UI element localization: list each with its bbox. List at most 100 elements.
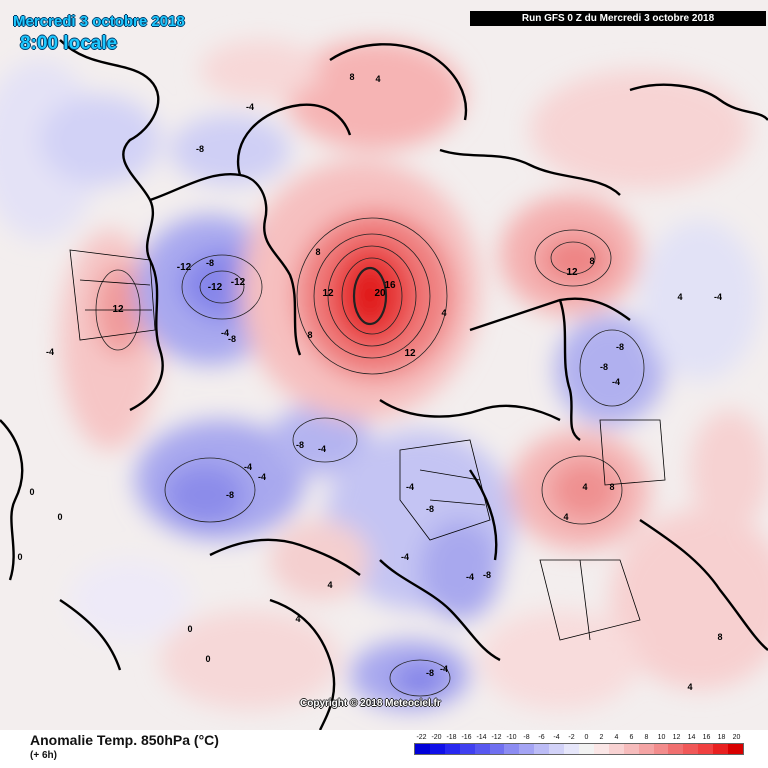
time-title: 8:00 locale (20, 33, 118, 54)
contour-value-label: 0 (205, 654, 210, 664)
contour-value-label: 0 (57, 512, 62, 522)
borders (69, 249, 666, 641)
legend-tick-label: -16 (461, 734, 472, 741)
legend-tick-label: -4 (553, 734, 560, 741)
legend-swatch (683, 744, 699, 754)
legend-tick-label: -12 (491, 734, 502, 741)
contour-value-label: -4 (401, 552, 409, 562)
legend-swatch (608, 744, 624, 754)
contour-value-label: -4 (246, 102, 254, 112)
contour-value-label: -8 (426, 504, 434, 514)
legend-swatch (489, 744, 505, 754)
contour-value-label: 12 (404, 348, 416, 359)
contour-value-label: 4 (327, 580, 332, 590)
contour-value-label: 8 (717, 632, 722, 642)
contour-value-label: -8 (616, 342, 624, 352)
legend-swatch (444, 744, 460, 754)
legend-swatch (564, 744, 579, 754)
contour-value-label: -4 (46, 347, 54, 357)
legend-tick-label: -20 (431, 734, 442, 741)
legend-swatch (653, 744, 669, 754)
legend-tick-label: -18 (446, 734, 457, 741)
legend-swatch (728, 744, 743, 754)
contour-value-label: -8 (296, 440, 304, 450)
legend-tick-label: 12 (672, 734, 681, 741)
legend-swatch (429, 744, 445, 754)
legend-swatch (549, 744, 565, 754)
contour-value-label: -4 (318, 444, 326, 454)
legend-tick-label: 8 (644, 734, 649, 741)
run-banner: Run GFS 0 Z du Mercredi 3 octobre 2018 (470, 11, 766, 26)
contour-value-label: -4 (406, 482, 414, 492)
legend-tick-label: 4 (614, 734, 619, 741)
variable-title: Anomalie Temp. 850hPa (°C) (30, 732, 219, 748)
anomaly-field (0, 40, 768, 710)
legend-swatch (698, 744, 714, 754)
contour-value-label: -12 (208, 282, 223, 293)
forecast-step: (+ 6h) (30, 750, 57, 761)
contour-value-label: 0 (17, 552, 22, 562)
legend-tick-label: 20 (732, 734, 741, 741)
legend-swatch (519, 744, 535, 754)
legend-swatch (713, 744, 729, 754)
contour-value-label: -4 (221, 328, 229, 338)
contour-value-label: 8 (315, 247, 320, 257)
contour-value-label: 12 (566, 267, 578, 278)
legend-swatch (668, 744, 684, 754)
contour-value-label: 8 (349, 72, 354, 82)
contour-value-label: 4 (295, 614, 300, 624)
contour-value-label: 16 (384, 280, 396, 291)
legend-swatch (459, 744, 475, 754)
legend-tick-label: 2 (599, 734, 604, 741)
legend-tick-label: 18 (717, 734, 726, 741)
legend-tick-label: 10 (657, 734, 666, 741)
contour-value-label: -8 (600, 362, 608, 372)
legend-swatch (623, 744, 639, 754)
contour-value-label: -8 (426, 668, 434, 678)
contour-value-label: -4 (466, 572, 474, 582)
contour-value-label: 0 (187, 624, 192, 634)
legend-tick-label: 16 (702, 734, 711, 741)
contour-value-label: 4 (375, 74, 380, 84)
contour-value-label: -8 (206, 258, 214, 268)
temperature-anomaly-map: 20 16 12 12 8 8 4 4 12 8 12 8 -12 -12 -12 -8 -8 -4 -4 -8 -4-… (0, 0, 768, 730)
contour-value-label: 12 (322, 288, 334, 299)
legend-swatch (534, 744, 550, 754)
color-scale-legend (414, 743, 744, 755)
coastlines (0, 39, 768, 730)
contour-value-label: 20 (374, 288, 386, 299)
legend-swatch (593, 744, 609, 754)
legend-swatch (415, 744, 430, 754)
legend-tick-label: -2 (568, 734, 575, 741)
date-title: Mercredi 3 octobre 2018 (13, 13, 185, 30)
contour-value-label: -8 (483, 570, 491, 580)
contour-value-label: 8 (307, 330, 312, 340)
contour-value-label: -4 (714, 292, 722, 302)
copyright: Copyright © 2018 Meteociel.fr (300, 698, 441, 709)
legend-swatch (504, 744, 520, 754)
contour-value-label: -4 (258, 472, 266, 482)
legend-tick-label: -14 (476, 734, 487, 741)
legend-swatch (474, 744, 490, 754)
contour-value-label: 4 (677, 292, 682, 302)
contour-value-label: -4 (244, 462, 252, 472)
contour-value-label: 4 (441, 308, 446, 318)
contour-value-label: 0 (29, 487, 34, 497)
contour-value-label: -8 (228, 334, 236, 344)
legend-swatch (638, 744, 654, 754)
contour-value-label: -8 (226, 490, 234, 500)
contour-value-label: -8 (196, 144, 204, 154)
contour-value-label: -4 (612, 377, 620, 387)
legend-swatch (578, 744, 594, 754)
contour-value-label: 4 (563, 512, 568, 522)
contour-value-label: 4 (687, 682, 692, 692)
contour-value-label: -12 (231, 277, 246, 288)
legend-tick-labels: -22 -20 -18 -16 -14 -12 -10 -8 -6 -4 -2 0 2 4 6 8 10 12 14… (414, 734, 744, 744)
legend-tick-label: 0 (584, 734, 589, 741)
legend-tick-label: 6 (629, 734, 634, 741)
legend-tick-label: -10 (506, 734, 517, 741)
footer: Anomalie Temp. 850hPa (°C) (+ 6h) -2 2 -20… (0, 730, 768, 768)
contour-value-label: -12 (177, 262, 192, 273)
